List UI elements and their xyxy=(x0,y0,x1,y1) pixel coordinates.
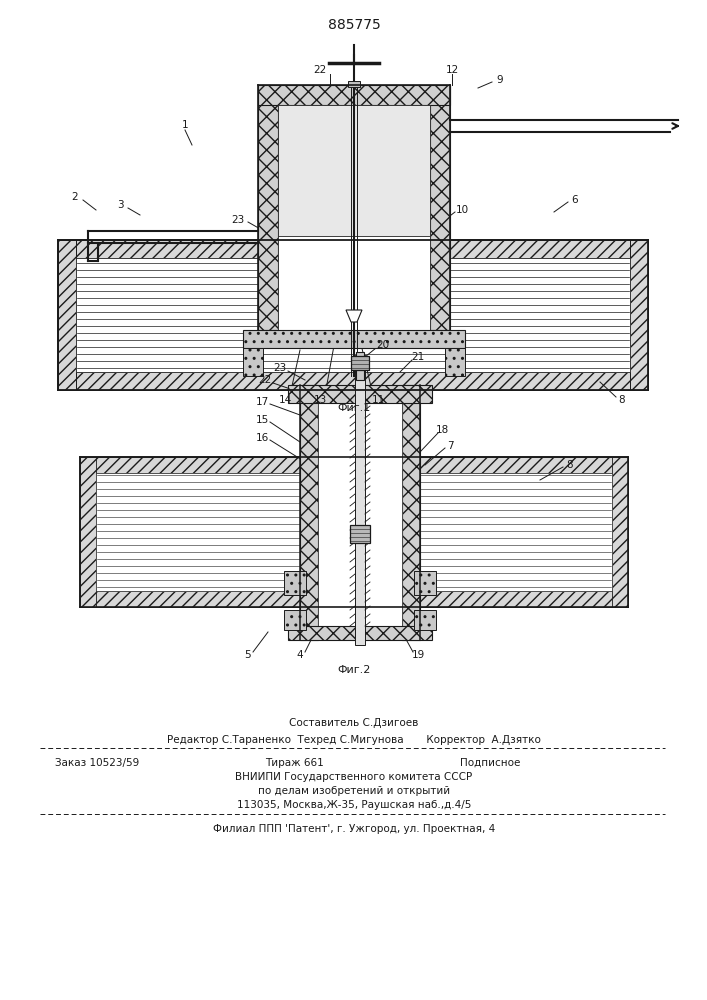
Bar xyxy=(445,348,465,376)
Text: 2: 2 xyxy=(71,192,78,202)
Bar xyxy=(76,258,630,372)
Text: 885775: 885775 xyxy=(327,18,380,32)
Bar xyxy=(414,610,436,630)
Text: 14: 14 xyxy=(279,395,291,405)
Bar xyxy=(80,457,628,473)
Text: 20: 20 xyxy=(376,340,390,350)
Bar xyxy=(58,240,648,390)
Text: 16: 16 xyxy=(255,433,269,443)
Text: 8: 8 xyxy=(567,460,573,470)
Bar xyxy=(278,235,430,330)
Bar xyxy=(318,403,402,626)
Text: 12: 12 xyxy=(445,65,459,75)
Bar xyxy=(355,355,365,645)
Bar xyxy=(258,85,278,330)
Bar xyxy=(300,385,318,640)
Bar xyxy=(243,330,465,348)
Text: 11: 11 xyxy=(371,395,385,405)
Text: Заказ 10523/59: Заказ 10523/59 xyxy=(55,758,139,768)
Text: 9: 9 xyxy=(497,75,503,85)
Bar xyxy=(284,571,306,595)
Bar xyxy=(80,591,628,607)
Bar xyxy=(58,240,648,258)
Text: 7: 7 xyxy=(447,441,453,451)
Text: Тираж 661: Тираж 661 xyxy=(265,758,324,768)
Polygon shape xyxy=(346,310,362,322)
Bar xyxy=(80,457,96,607)
Bar xyxy=(96,473,612,591)
Text: 10: 10 xyxy=(455,205,469,215)
Text: 18: 18 xyxy=(436,425,449,435)
Text: Составитель С.Дзигоев: Составитель С.Дзигоев xyxy=(289,718,419,728)
Text: 8: 8 xyxy=(619,395,625,405)
Bar xyxy=(284,610,306,630)
Bar xyxy=(58,240,76,390)
Text: 17: 17 xyxy=(255,397,269,407)
Text: 21: 21 xyxy=(411,352,425,362)
Bar xyxy=(430,85,450,330)
Text: Фиг.2: Фиг.2 xyxy=(337,665,370,675)
Text: 6: 6 xyxy=(572,195,578,205)
Text: 15: 15 xyxy=(255,415,269,425)
Text: 4: 4 xyxy=(297,650,303,660)
Bar xyxy=(612,457,628,607)
Text: ВНИИПИ Государственного комитета СССР: ВНИИПИ Государственного комитета СССР xyxy=(235,772,472,782)
Text: 23: 23 xyxy=(231,215,245,225)
Bar xyxy=(278,105,430,235)
Bar xyxy=(356,352,364,380)
Bar xyxy=(288,385,432,403)
Text: 5: 5 xyxy=(245,650,251,660)
Bar xyxy=(348,81,360,87)
Text: Филиал ППП 'Патент', г. Ужгород, ул. Проектная, 4: Филиал ППП 'Патент', г. Ужгород, ул. Про… xyxy=(213,824,495,834)
Bar xyxy=(288,626,432,640)
Text: 3: 3 xyxy=(117,200,123,210)
Text: по делам изобретений и открытий: по делам изобретений и открытий xyxy=(258,786,450,796)
Text: 22: 22 xyxy=(313,65,327,75)
Bar xyxy=(350,525,370,543)
Bar xyxy=(80,457,628,607)
Text: Подписное: Подписное xyxy=(460,758,520,768)
Bar xyxy=(414,571,436,595)
Text: 22: 22 xyxy=(258,375,271,385)
Bar xyxy=(258,85,450,105)
Text: 13: 13 xyxy=(313,395,327,405)
Bar xyxy=(243,348,263,376)
Text: 23: 23 xyxy=(274,363,286,373)
Text: 113035, Москва,Ж-35, Раушская наб.,д.4/5: 113035, Москва,Ж-35, Раушская наб.,д.4/5 xyxy=(237,800,471,810)
Text: Фиг.1: Фиг.1 xyxy=(337,403,370,413)
Text: Редактор С.Тараненко  Техред С.Мигунова       Корректор  А.Дзятко: Редактор С.Тараненко Техред С.Мигунова К… xyxy=(167,735,541,745)
Bar xyxy=(58,372,648,390)
Bar xyxy=(630,240,648,390)
Bar xyxy=(402,385,420,640)
Text: 19: 19 xyxy=(411,650,425,660)
Text: 1: 1 xyxy=(182,120,188,130)
Bar xyxy=(351,356,369,370)
